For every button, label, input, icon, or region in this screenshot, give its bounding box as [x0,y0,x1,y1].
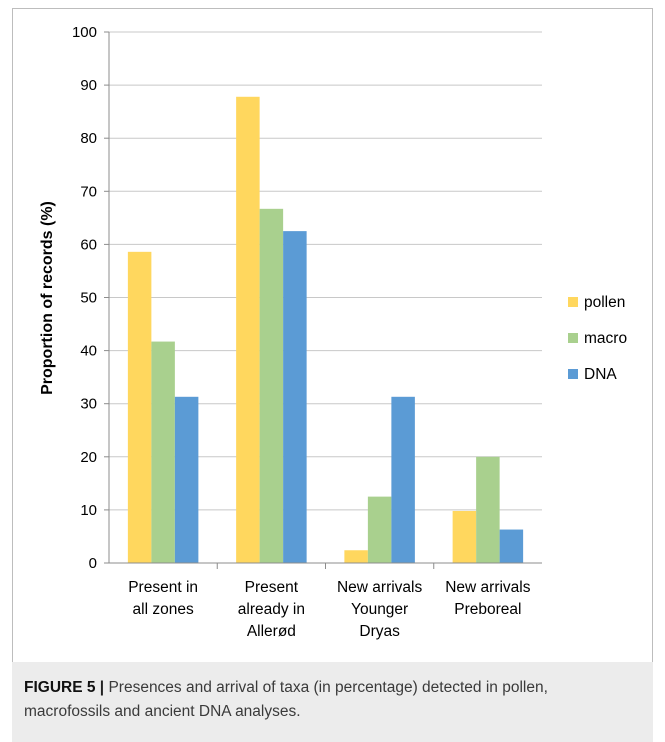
y-tick-label: 70 [80,183,97,200]
x-category-label: Present already in Allerød [238,579,305,640]
y-tick-label: 0 [89,555,97,572]
y-tick-label: 20 [80,449,97,466]
legend-label-dna: DNA [584,366,617,383]
legend-label-pollen: pollen [584,294,625,311]
figure-caption: FIGURE 5 | Presences and arrival of taxa… [12,662,653,742]
bar-dna [391,396,415,563]
bar-macro [259,208,284,563]
y-tick-label: 80 [80,130,97,147]
y-axis-title: Proportion of records (%) [39,201,56,395]
y-tick-label: 90 [80,77,97,94]
bar-pollen [236,96,260,564]
y-tick-label: 40 [80,343,97,360]
caption-separator: | [99,679,105,696]
y-tick-labels: 0 10 20 30 40 50 60 70 80 90 100 [72,24,109,572]
bar-dna [174,396,199,563]
bar-chart: 0 10 20 30 40 50 60 70 80 90 100 Present in all zon… [39,24,627,640]
legend-swatch-dna [568,369,578,379]
caption-text: Presences and arrival of taxa (in percen… [24,679,548,720]
bar-macro [151,341,175,563]
legend-label-macro: macro [584,330,627,347]
caption-label: FIGURE 5 [24,679,96,696]
legend-swatch-pollen [568,297,578,307]
bar-dna [499,529,524,563]
legend-swatch-macro [568,333,578,343]
legend: pollen macro DNA [568,294,627,383]
bar-pollen [452,510,477,563]
bar-pollen [344,550,368,563]
bar-macro [367,496,392,563]
bar-dna [283,231,307,563]
y-tick-label: 100 [72,24,97,41]
y-tick-label: 50 [80,290,97,307]
y-tick-label: 30 [80,396,97,413]
bar-pollen [127,251,152,564]
x-category-label: New arrivals Preboreal [445,579,531,618]
x-category-label: Present in all zones [128,579,198,618]
bar-macro [476,456,500,563]
bars [127,96,524,564]
category-labels: Present in all zones Present already in Alle… [128,579,531,640]
y-tick-label: 60 [80,236,97,253]
figure-frame [12,8,653,742]
y-tick-label: 10 [80,502,97,519]
x-category-label: New arrivals Younger Dryas [337,579,423,640]
